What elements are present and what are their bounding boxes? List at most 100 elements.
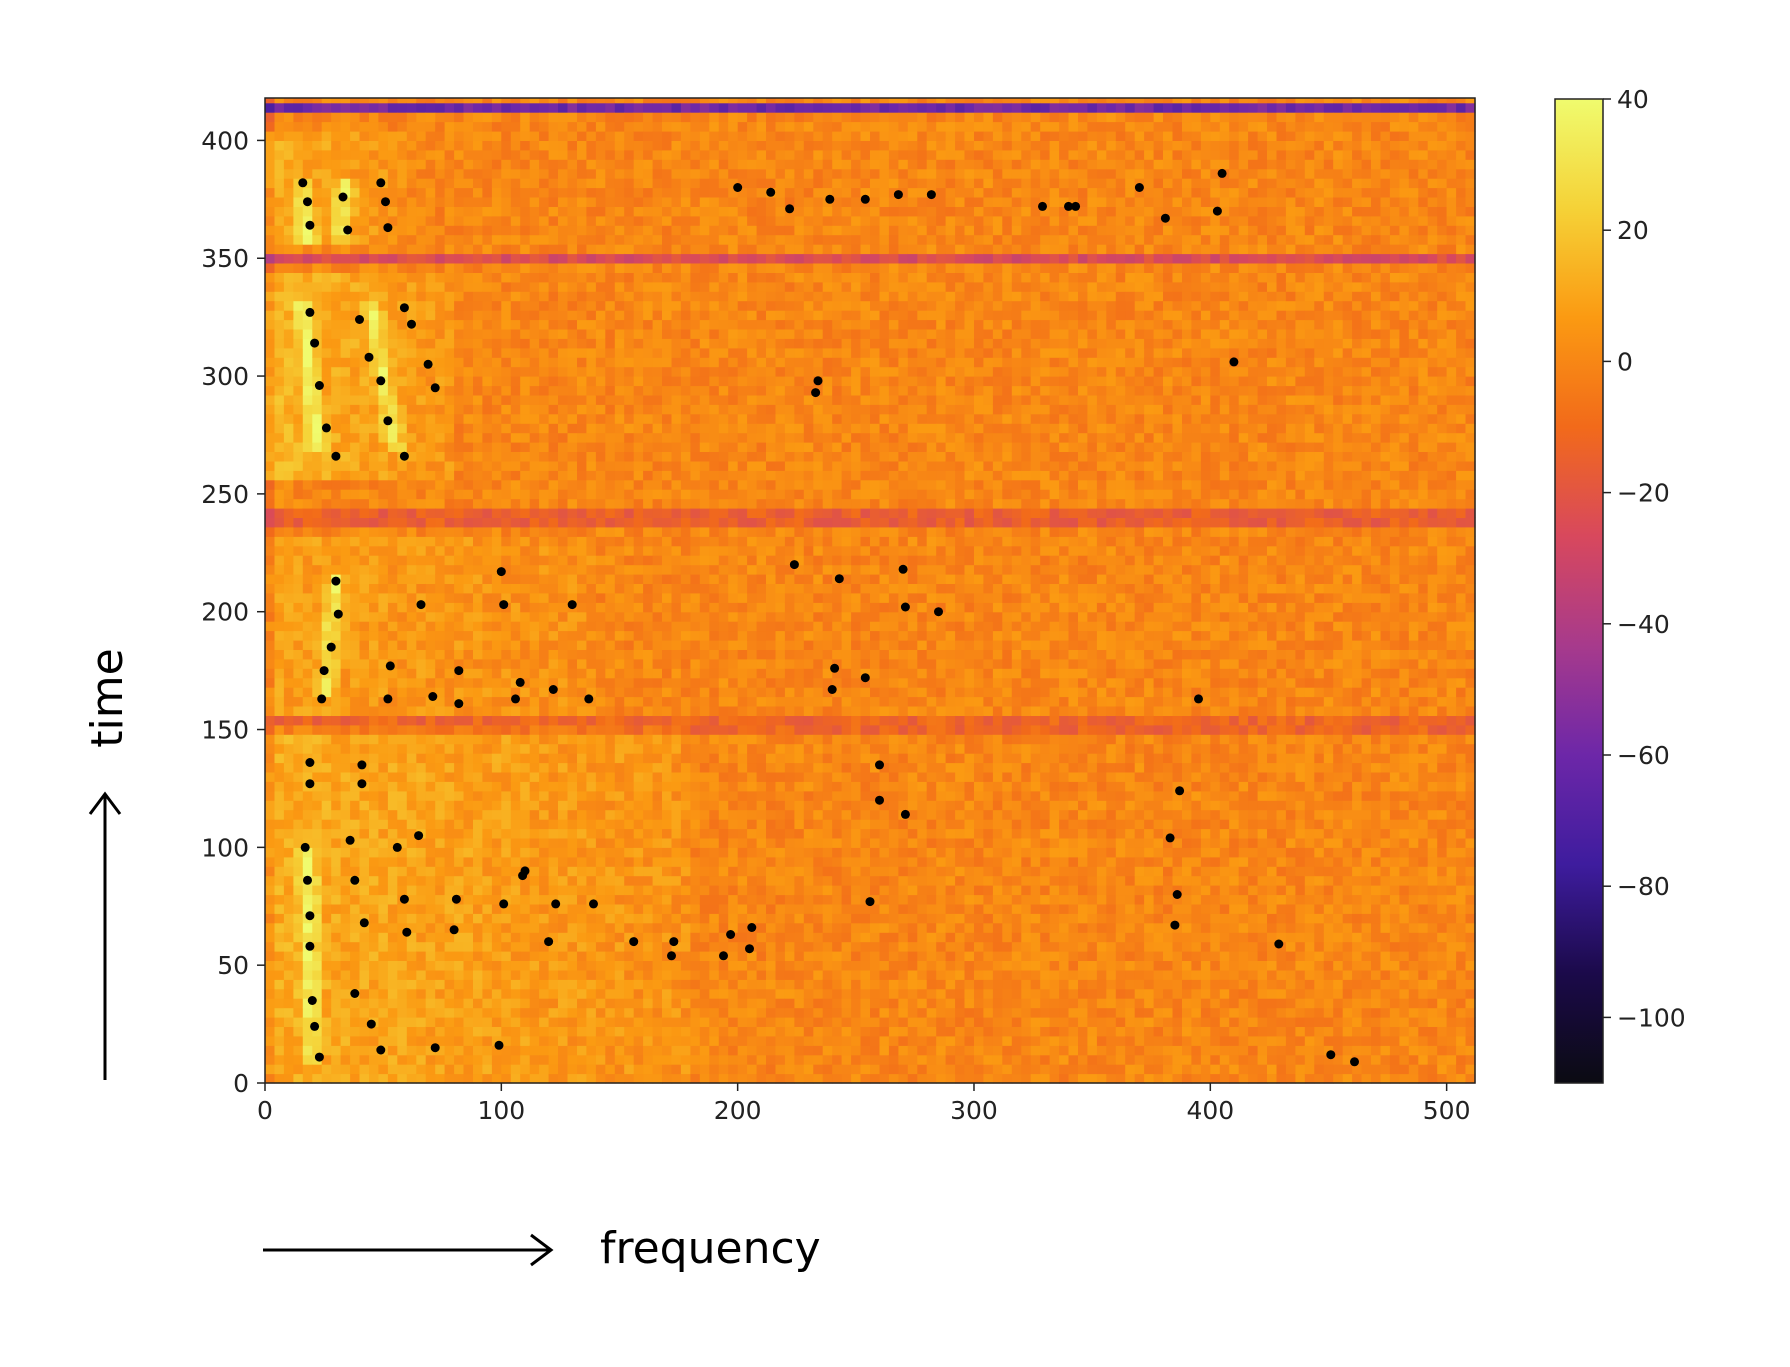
heatmap-cell: [416, 300, 427, 311]
heatmap-cell: [520, 479, 531, 490]
heatmap-cell: [425, 319, 436, 330]
heatmap-cell: [586, 658, 597, 669]
heatmap-cell: [369, 837, 380, 848]
heatmap-cell: [586, 244, 597, 255]
heatmap-cell: [680, 658, 691, 669]
heatmap-cell: [425, 1073, 436, 1084]
heatmap-cell: [435, 545, 446, 556]
heatmap-cell: [473, 376, 484, 387]
heatmap-cell: [680, 753, 691, 764]
heatmap-cell: [624, 574, 635, 584]
heatmap-cell: [586, 225, 597, 236]
heatmap-cell: [302, 668, 313, 679]
heatmap-cell: [699, 394, 710, 405]
heatmap-cell: [567, 385, 578, 396]
heatmap-cell: [624, 451, 635, 462]
heatmap-cell: [501, 187, 512, 198]
heatmap-cell: [293, 837, 304, 848]
heatmap-cell: [558, 866, 569, 877]
heatmap-cell: [577, 932, 588, 943]
heatmap-cell: [529, 988, 540, 999]
heatmap-cell: [425, 1054, 436, 1065]
heatmap-cell: [577, 413, 588, 424]
heatmap-cell: [435, 225, 446, 236]
heatmap-cell: [406, 263, 417, 273]
heatmap-cell: [652, 951, 663, 961]
heatmap-cell: [350, 1026, 361, 1037]
heatmap-cell: [624, 460, 635, 471]
heatmap-cell: [350, 574, 361, 584]
heatmap-cell: [605, 319, 616, 330]
heatmap-cell: [302, 366, 313, 377]
heatmap-cell: [274, 621, 285, 632]
heatmap-cell: [312, 460, 323, 471]
heatmap-cell: [359, 894, 370, 905]
heatmap-cell: [359, 149, 370, 160]
heatmap-cell: [350, 658, 361, 669]
heatmap-cell: [586, 168, 597, 179]
heatmap-cell: [633, 253, 644, 264]
heatmap-cell: [274, 432, 285, 443]
heatmap-cell: [671, 621, 682, 632]
heatmap-cell: [293, 743, 304, 754]
heatmap-cell: [302, 998, 313, 1009]
heatmap-cell: [671, 903, 682, 914]
heatmap-cell: [331, 715, 342, 726]
heatmap-cell: [662, 583, 673, 594]
heatmap-cell: [643, 517, 654, 528]
heatmap-cell: [520, 98, 531, 104]
heatmap-cell: [444, 366, 455, 377]
heatmap-cell: [586, 451, 597, 462]
heatmap-cell: [529, 592, 540, 603]
heatmap-cell: [397, 263, 408, 273]
heatmap-cell: [302, 479, 313, 490]
heatmap-cell: [444, 809, 455, 820]
heatmap-cell: [595, 442, 606, 452]
heatmap-cell: [690, 753, 701, 764]
heatmap-cell: [709, 960, 720, 971]
heatmap-cell: [435, 536, 446, 547]
heatmap-cell: [274, 310, 285, 321]
heatmap-cell: [690, 677, 701, 688]
heatmap-cell: [539, 234, 550, 245]
heatmap-cell: [463, 724, 474, 735]
heatmap-cell: [539, 366, 550, 377]
heatmap-cell: [577, 611, 588, 622]
heatmap-cell: [473, 611, 484, 622]
heatmap-cell: [520, 885, 531, 896]
heatmap-cell: [624, 790, 635, 801]
heatmap-cell: [406, 517, 417, 528]
heatmap-cell: [340, 640, 351, 650]
heatmap-cell: [577, 837, 588, 848]
heatmap-cell: [558, 385, 569, 396]
heatmap-cell: [387, 998, 398, 1009]
heatmap-cell: [312, 866, 323, 877]
heatmap-cell: [416, 215, 427, 226]
heatmap-cell: [709, 658, 720, 669]
heatmap-cell: [397, 489, 408, 500]
heatmap-cell: [501, 253, 512, 264]
heatmap-cell: [321, 1026, 332, 1037]
heatmap-cell: [548, 696, 559, 707]
heatmap-cell: [331, 470, 342, 481]
heatmap-cell: [539, 847, 550, 858]
heatmap-cell: [265, 706, 276, 716]
heatmap-cell: [350, 724, 361, 735]
heatmap-cell: [624, 1007, 635, 1018]
heatmap-cell: [690, 894, 701, 905]
heatmap-cell: [520, 583, 531, 594]
heatmap-cell: [312, 611, 323, 622]
heatmap-cell: [406, 555, 417, 566]
heatmap-cell: [350, 253, 361, 264]
heatmap-cell: [350, 894, 361, 905]
heatmap-cell: [331, 555, 342, 566]
heatmap-cell: [671, 979, 682, 990]
heatmap-cell: [340, 545, 351, 556]
heatmap-cell: [283, 470, 294, 481]
heatmap-cell: [331, 197, 342, 207]
heatmap-cell: [331, 489, 342, 500]
heatmap-cell: [680, 630, 691, 641]
heatmap-cell: [614, 809, 625, 820]
heatmap-cell: [662, 885, 673, 896]
heatmap-cell: [699, 281, 710, 292]
